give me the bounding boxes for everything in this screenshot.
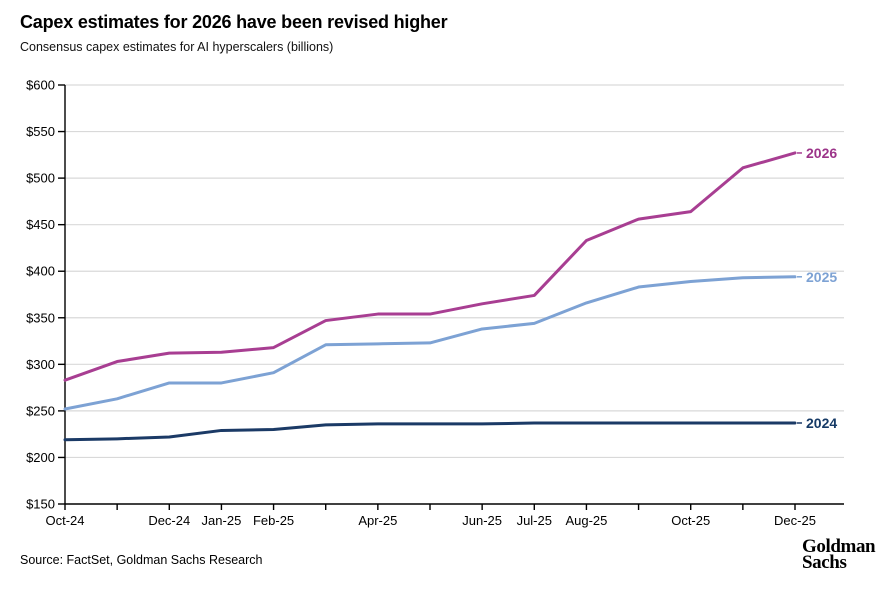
y-axis-label: $350 <box>26 310 55 325</box>
x-axis-label: Dec-25 <box>774 513 816 528</box>
page-title: Capex estimates for 2026 have been revis… <box>20 12 448 32</box>
x-axis-label: Jan-25 <box>202 513 242 528</box>
y-axis-label: $200 <box>26 450 55 465</box>
series-line-2026 <box>63 151 797 382</box>
y-axis-label: $500 <box>26 171 55 186</box>
y-axis-label: $450 <box>26 217 55 232</box>
series-line-2025 <box>63 275 797 411</box>
y-axis-label: $150 <box>26 497 55 512</box>
y-axis-label: $300 <box>26 357 55 372</box>
x-axis-label: Apr-25 <box>358 513 397 528</box>
source-note: Source: FactSet, Goldman Sachs Research <box>20 553 263 567</box>
chart-header: Capex estimates for 2026 have been revis… <box>20 12 448 54</box>
x-axis-label: Feb-25 <box>253 513 294 528</box>
logo-line-1: Goldman <box>802 536 876 557</box>
series-label-2024: 2024 <box>806 415 837 431</box>
x-axis-label: Jun-25 <box>462 513 502 528</box>
x-axis-label: Dec-24 <box>148 513 190 528</box>
logo-line-2: Sachs <box>802 552 847 574</box>
series-label-2025: 2025 <box>806 269 837 285</box>
x-axis-label: Oct-25 <box>671 513 710 528</box>
series-line-2024 <box>63 421 797 442</box>
goldman-sachs-logo: Goldman Sachs <box>802 536 876 574</box>
series-label-2026: 2026 <box>806 145 837 161</box>
x-axis-label: Oct-24 <box>45 513 84 528</box>
y-axis-label: $400 <box>26 264 55 279</box>
page-subtitle: Consensus capex estimates for AI hypersc… <box>20 40 334 54</box>
y-axis-label: $600 <box>26 78 55 93</box>
y-axis-label: $550 <box>26 124 55 139</box>
x-axis-label: Aug-25 <box>565 513 607 528</box>
x-axis-label: Jul-25 <box>517 513 552 528</box>
y-axis-label: $250 <box>26 403 55 418</box>
